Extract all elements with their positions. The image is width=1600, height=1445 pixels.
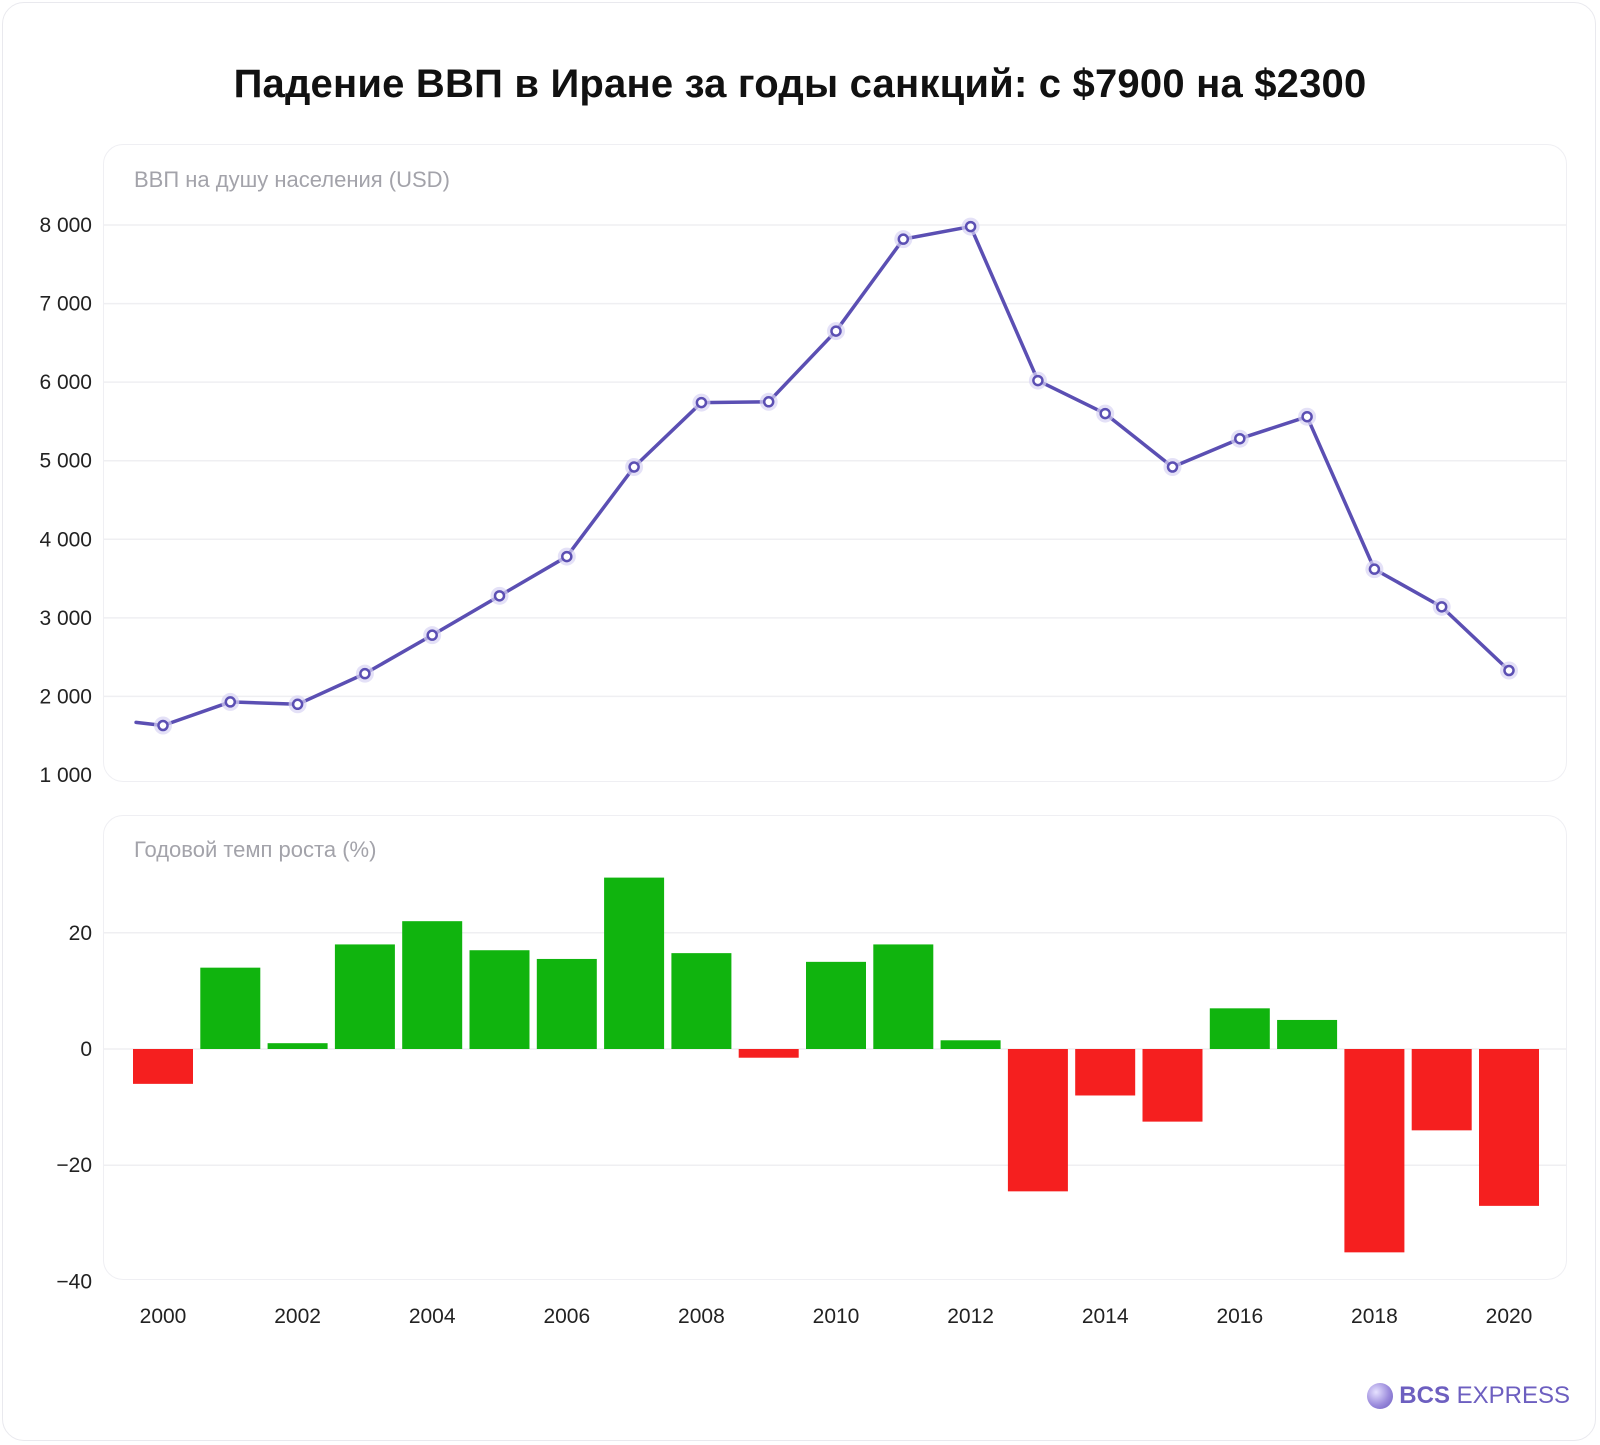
growth-bar-2008 (671, 953, 732, 1049)
gdp-point (1301, 410, 1313, 423)
growth-bar-2017 (1277, 1019, 1338, 1049)
gdp-point (897, 233, 910, 245)
x-tick-label: 2008 (678, 1305, 725, 1328)
x-tick-label: 2010 (813, 1305, 860, 1328)
growth-bar-2016 (1209, 1008, 1270, 1049)
gdp-point (1368, 563, 1381, 575)
gdp-y-axis: 1 000 2 000 3 000 4 000 5 000 6 000 7 000 8 000 (39, 214, 92, 787)
growth-y-tick-label: 20 (69, 922, 92, 945)
gdp-point (224, 696, 237, 708)
growth-bars (133, 877, 1539, 1253)
x-tick-label: 2012 (947, 1305, 994, 1328)
gdp-point (964, 220, 977, 233)
gdp-y-tick-label: 6 000 (39, 371, 92, 394)
growth-chart-label: Годовой темп роста (%) (134, 837, 377, 862)
x-tick-label: 2000 (140, 1305, 187, 1328)
gdp-point (830, 325, 842, 337)
gdp-point (561, 550, 573, 563)
gdp-point (291, 698, 304, 711)
growth-bar-2009 (738, 1049, 799, 1058)
gdp-line (134, 224, 1511, 728)
x-tick-label: 2020 (1486, 1305, 1533, 1328)
brand-text: BCS EXPRESS (1399, 1382, 1570, 1409)
growth-bar-2012 (940, 1040, 1001, 1049)
growth-bar-2002 (267, 1043, 328, 1049)
gdp-point (1166, 461, 1179, 473)
gdp-point (359, 667, 371, 680)
gdp-point (1435, 601, 1448, 613)
gdp-y-tick-label: 1 000 (39, 764, 92, 787)
gdp-y-tick-label: 4 000 (39, 528, 92, 551)
x-tick-label: 2002 (274, 1305, 321, 1328)
growth-bar-2019 (1411, 1049, 1472, 1131)
gdp-gridlines (104, 224, 1566, 698)
growth-bar-2011 (873, 944, 934, 1049)
brand-logo[interactable]: BCS EXPRESS (1367, 1382, 1570, 1410)
growth-bar-2007 (604, 877, 665, 1049)
growth-bar-2003 (334, 944, 395, 1049)
x-tick-label: 2014 (1082, 1305, 1129, 1328)
gdp-point (695, 396, 708, 409)
growth-bar-2018 (1344, 1049, 1405, 1253)
growth-bar-2001 (200, 967, 261, 1049)
growth-bar-2005 (469, 950, 530, 1049)
gdp-panel: ВВП на душу населения (USD) (103, 144, 1567, 782)
chart-title: Падение ВВП в Иране за годы санкций: с $… (233, 62, 1367, 106)
x-tick-label: 2006 (543, 1305, 590, 1328)
gdp-chart-label: ВВП на душу населения (USD) (134, 167, 450, 192)
growth-y-tick-label: 0 (80, 1038, 92, 1061)
gdp-point (1032, 374, 1044, 387)
growth-bar-2013 (1007, 1049, 1068, 1192)
gdp-point (1099, 407, 1111, 420)
gdp-point (157, 719, 169, 732)
growth-bar-2004 (402, 921, 463, 1049)
growth-bar-2020 (1479, 1049, 1539, 1206)
gdp-series (134, 217, 1518, 735)
growth-bar-2015 (1142, 1049, 1203, 1122)
growth-bar-2000 (133, 1049, 193, 1084)
growth-bar-2014 (1075, 1049, 1136, 1096)
gdp-point (493, 590, 506, 602)
gdp-y-tick-label: 7 000 (39, 293, 92, 316)
growth-bar-2006 (536, 958, 597, 1049)
bcs-logo-icon (1367, 1383, 1394, 1409)
growth-y-tick-label: −40 (56, 1270, 92, 1293)
gdp-y-tick-label: 8 000 (39, 214, 92, 237)
growth-y-axis: −40 −20 0 20 (56, 922, 92, 1294)
growth-bar-2010 (806, 961, 866, 1049)
x-tick-label: 2018 (1351, 1305, 1398, 1328)
x-tick-label: 2016 (1216, 1305, 1263, 1328)
gdp-point (426, 629, 438, 641)
gdp-point (1234, 432, 1246, 445)
gdp-y-tick-label: 2 000 (39, 685, 92, 708)
growth-y-tick-label: −20 (56, 1154, 92, 1177)
gdp-y-tick-label: 5 000 (39, 450, 92, 473)
gdp-point (628, 461, 640, 473)
gdp-point (762, 396, 775, 408)
gdp-point (1503, 664, 1515, 677)
gdp-y-tick-label: 3 000 (39, 607, 92, 630)
x-axis-years: 2000 2002 2004 2006 2008 2010 2012 2014 2016 2018… (140, 1305, 1533, 1328)
x-tick-label: 2004 (409, 1305, 456, 1328)
